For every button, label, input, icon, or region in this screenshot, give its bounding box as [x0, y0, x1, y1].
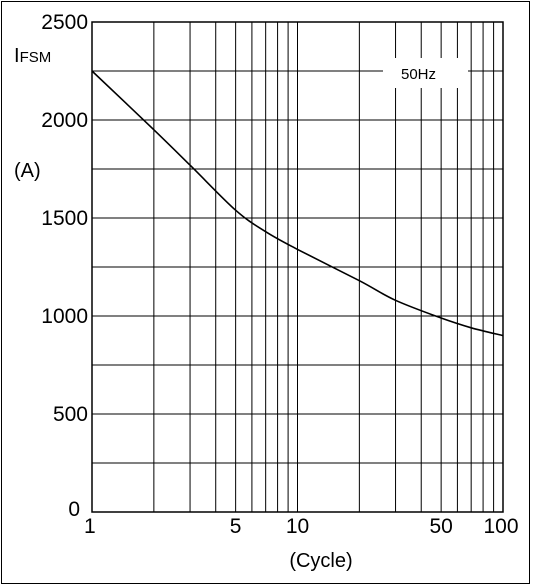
- y-tick-label: 0: [68, 498, 80, 521]
- y-tick-label: 500: [53, 403, 88, 426]
- x-tick-label: 10: [286, 515, 309, 538]
- annotation-50hz: 50Hz: [401, 66, 436, 83]
- y-axis-label: IFSM: [14, 45, 51, 67]
- annotation-background: [383, 58, 468, 88]
- x-tick-label: 1: [84, 515, 96, 538]
- y-axis-label-sub: FSM: [20, 49, 52, 66]
- y-tick-labels: 0 500 1000 1500 2000 2500: [41, 11, 88, 521]
- y-axis-unit: (A): [14, 160, 41, 182]
- x-tick-label: 100: [483, 515, 518, 538]
- series-line: [91, 70, 504, 337]
- x-tick-labels: 1 5 10 50 100: [84, 515, 519, 538]
- x-tick-label: 50: [429, 515, 452, 538]
- y-axis-label-main: I: [14, 45, 20, 67]
- x-axis-label: (Cycle): [289, 550, 352, 572]
- plot-border: [91, 21, 504, 513]
- y-tick-label: 1000: [41, 305, 88, 328]
- grid-lines: [92, 22, 503, 512]
- y-tick-label: 2000: [41, 109, 88, 132]
- y-tick-label: 2500: [41, 11, 88, 34]
- x-tick-label: 5: [230, 515, 242, 538]
- y-tick-label: 1500: [41, 207, 88, 230]
